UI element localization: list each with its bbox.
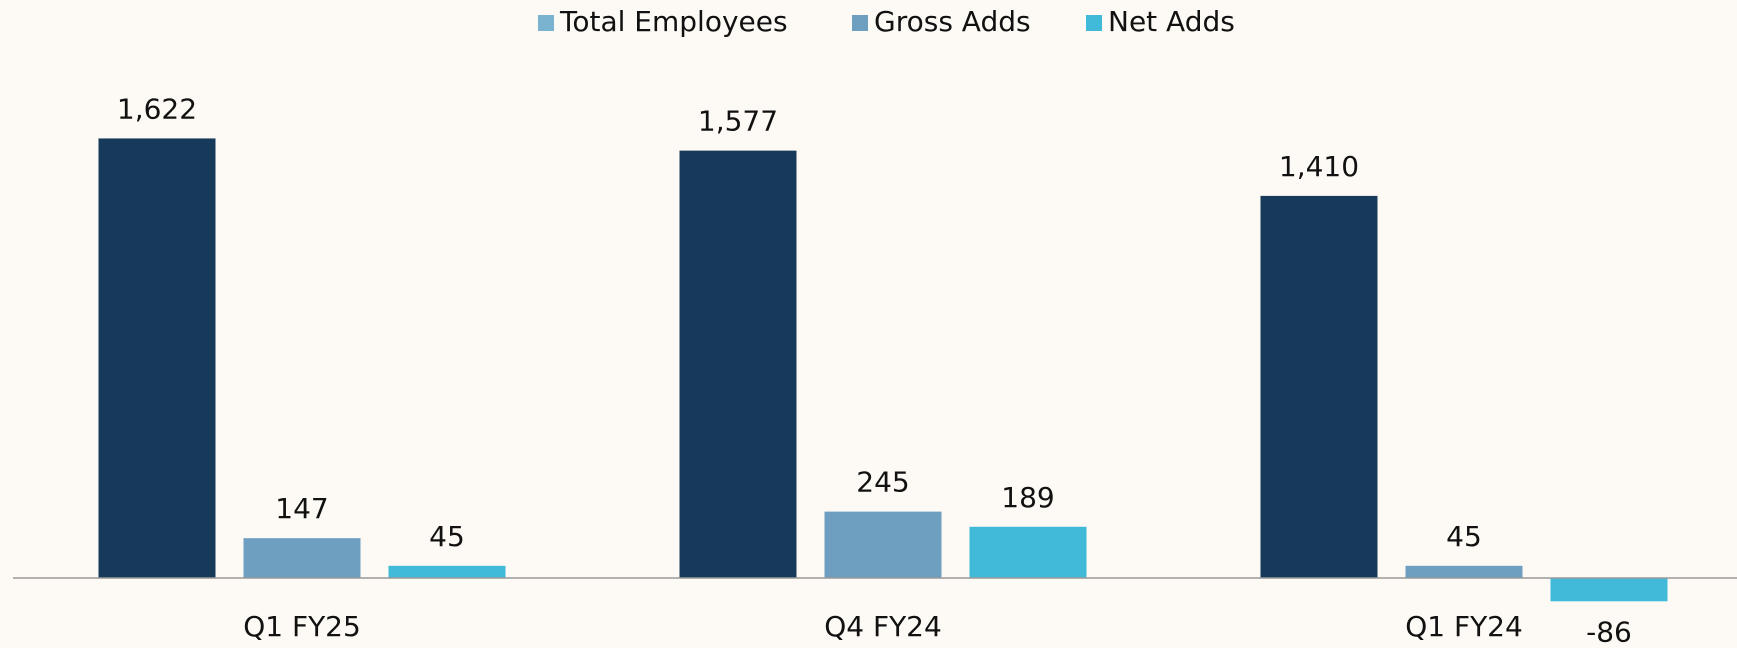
bar (388, 565, 506, 578)
bar (824, 511, 942, 578)
x-tick-label: Q1 FY24 (1405, 610, 1523, 643)
data-label: 189 (1001, 481, 1054, 514)
legend-label: Total Employees (559, 5, 788, 38)
data-label: 45 (1446, 520, 1482, 553)
legend-swatch (852, 15, 868, 31)
data-label: 245 (856, 466, 909, 499)
bar (679, 150, 797, 578)
bar (1550, 578, 1668, 602)
data-label: 45 (429, 520, 465, 553)
legend-swatch (1086, 15, 1102, 31)
legend-swatch (538, 15, 554, 31)
bar (98, 138, 216, 579)
bar (969, 526, 1087, 578)
data-label: 1,622 (117, 92, 197, 125)
x-tick-label: Q1 FY25 (243, 610, 361, 643)
bar (1405, 565, 1523, 578)
data-label: 147 (275, 492, 328, 525)
legend-label: Gross Adds (874, 5, 1031, 38)
bar (243, 538, 361, 578)
data-label: 1,577 (698, 105, 778, 138)
legend-label: Net Adds (1108, 5, 1235, 38)
bar (1260, 195, 1378, 578)
data-label: -86 (1586, 615, 1632, 648)
data-label: 1,410 (1279, 150, 1359, 183)
x-tick-label: Q4 FY24 (824, 610, 942, 643)
